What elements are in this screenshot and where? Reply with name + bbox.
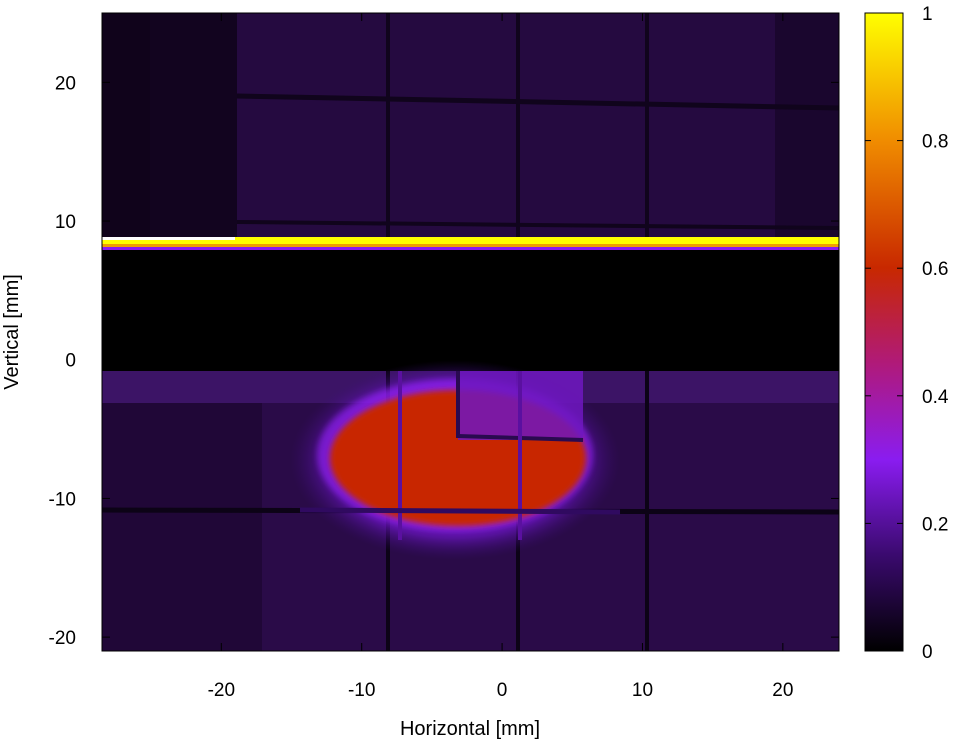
y-tick-label: -10 (49, 489, 76, 510)
y-axis-ticks: -20 -10 0 10 20 (49, 73, 839, 649)
y-tick-label: -20 (49, 628, 76, 649)
y-tick-label: 10 (55, 212, 76, 233)
x-tick-label: 0 (497, 680, 508, 701)
y-tick-label: 20 (55, 73, 76, 94)
x-tick-label: 10 (632, 680, 653, 701)
colorbar-tick-label: 0.8 (922, 132, 948, 153)
colorbar-tick-label: 0 (922, 642, 933, 663)
x-axis-title: Horizontal [mm] (400, 718, 540, 740)
x-tick-label: 20 (772, 680, 793, 701)
y-axis-title: Vertical [mm] (1, 274, 23, 390)
x-axis-ticks: -20 -10 0 10 20 (208, 13, 793, 701)
colorbar-tick-label: 0.4 (922, 387, 949, 408)
x-tick-label: -10 (348, 680, 375, 701)
heatmap-image (102, 13, 839, 651)
plot-frame (101, 12, 840, 652)
y-tick-label: 0 (65, 351, 76, 372)
colorbar-tick-label: 0.6 (922, 259, 948, 280)
dark-gap (102, 250, 839, 371)
colorbar-tick-label: 0.2 (922, 514, 948, 535)
colorbar-tick-label: 1 (922, 4, 933, 25)
colorbar-ticks: 0 0.2 0.4 0.6 0.8 1 (865, 4, 949, 663)
x-tick-label: -20 (208, 680, 235, 701)
colorbar (864, 12, 904, 652)
